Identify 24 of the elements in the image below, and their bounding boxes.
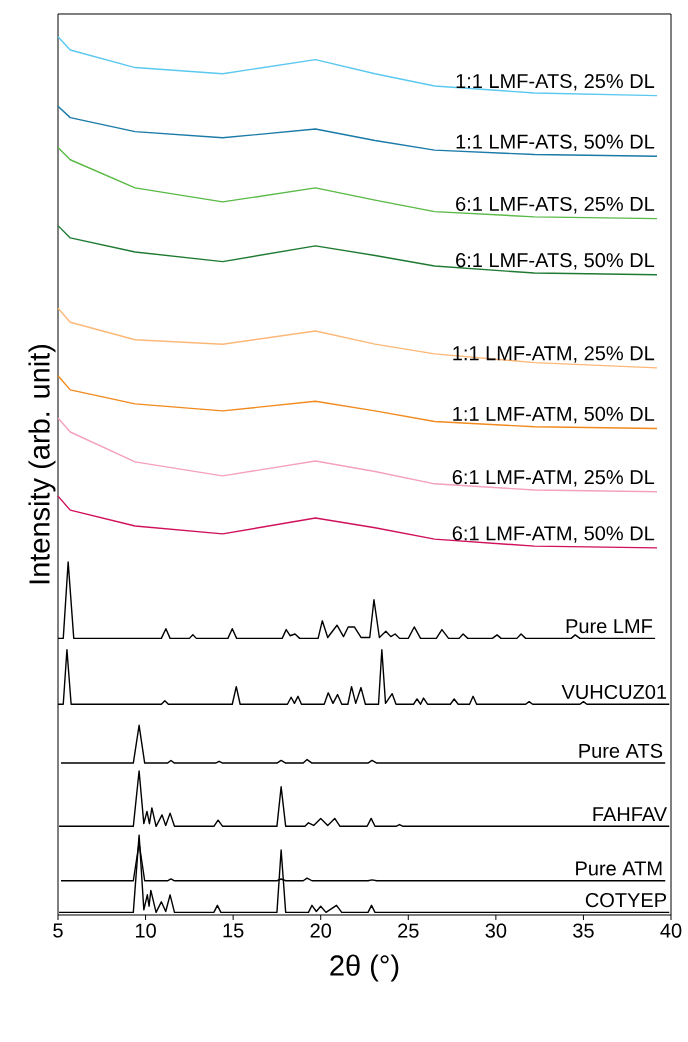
x-tick-label: 15 [223, 923, 244, 938]
x-tick-label: 5 [53, 923, 63, 938]
y-axis-title: Intensity (arb. unit) [28, 344, 56, 584]
series-label: COTYEP [585, 893, 666, 908]
x-tick-label: 20 [310, 923, 332, 938]
x-tick-label: 10 [135, 923, 156, 938]
series-label: 6:1 LMF-ATS, 25% DL [456, 196, 655, 214]
series-label: Pure LMF [566, 619, 653, 634]
x-axis-title: 2θ (°) [330, 954, 399, 982]
series-label: FAHFAV [593, 807, 667, 822]
series-label: 6:1 LMF-ATS, 50% DL [456, 253, 655, 270]
series-label: 1:1 LMF-ATM, 25% DL [453, 346, 655, 363]
series-label: VUHCUZ01 [561, 684, 667, 700]
series-label: Pure ATM [576, 861, 662, 876]
series-label: 6:1 LMF-ATM, 25% DL [452, 469, 655, 487]
x-tick-label: 30 [485, 923, 507, 938]
series-label: 1:1 LMF-ATS, 25% DL [456, 73, 655, 91]
x-tick-label: 40 [660, 923, 682, 938]
series-label: 6:1 LMF-ATM, 50% DL [452, 526, 655, 543]
series-label: 1:1 LMF-ATS, 50% DL [456, 134, 655, 152]
x-tick-label: 35 [573, 923, 594, 938]
series-label: 1:1 LMF-ATM, 50% DL [453, 406, 655, 424]
series-label: Pure ATS [579, 743, 663, 758]
x-tick-label: 25 [398, 923, 419, 938]
